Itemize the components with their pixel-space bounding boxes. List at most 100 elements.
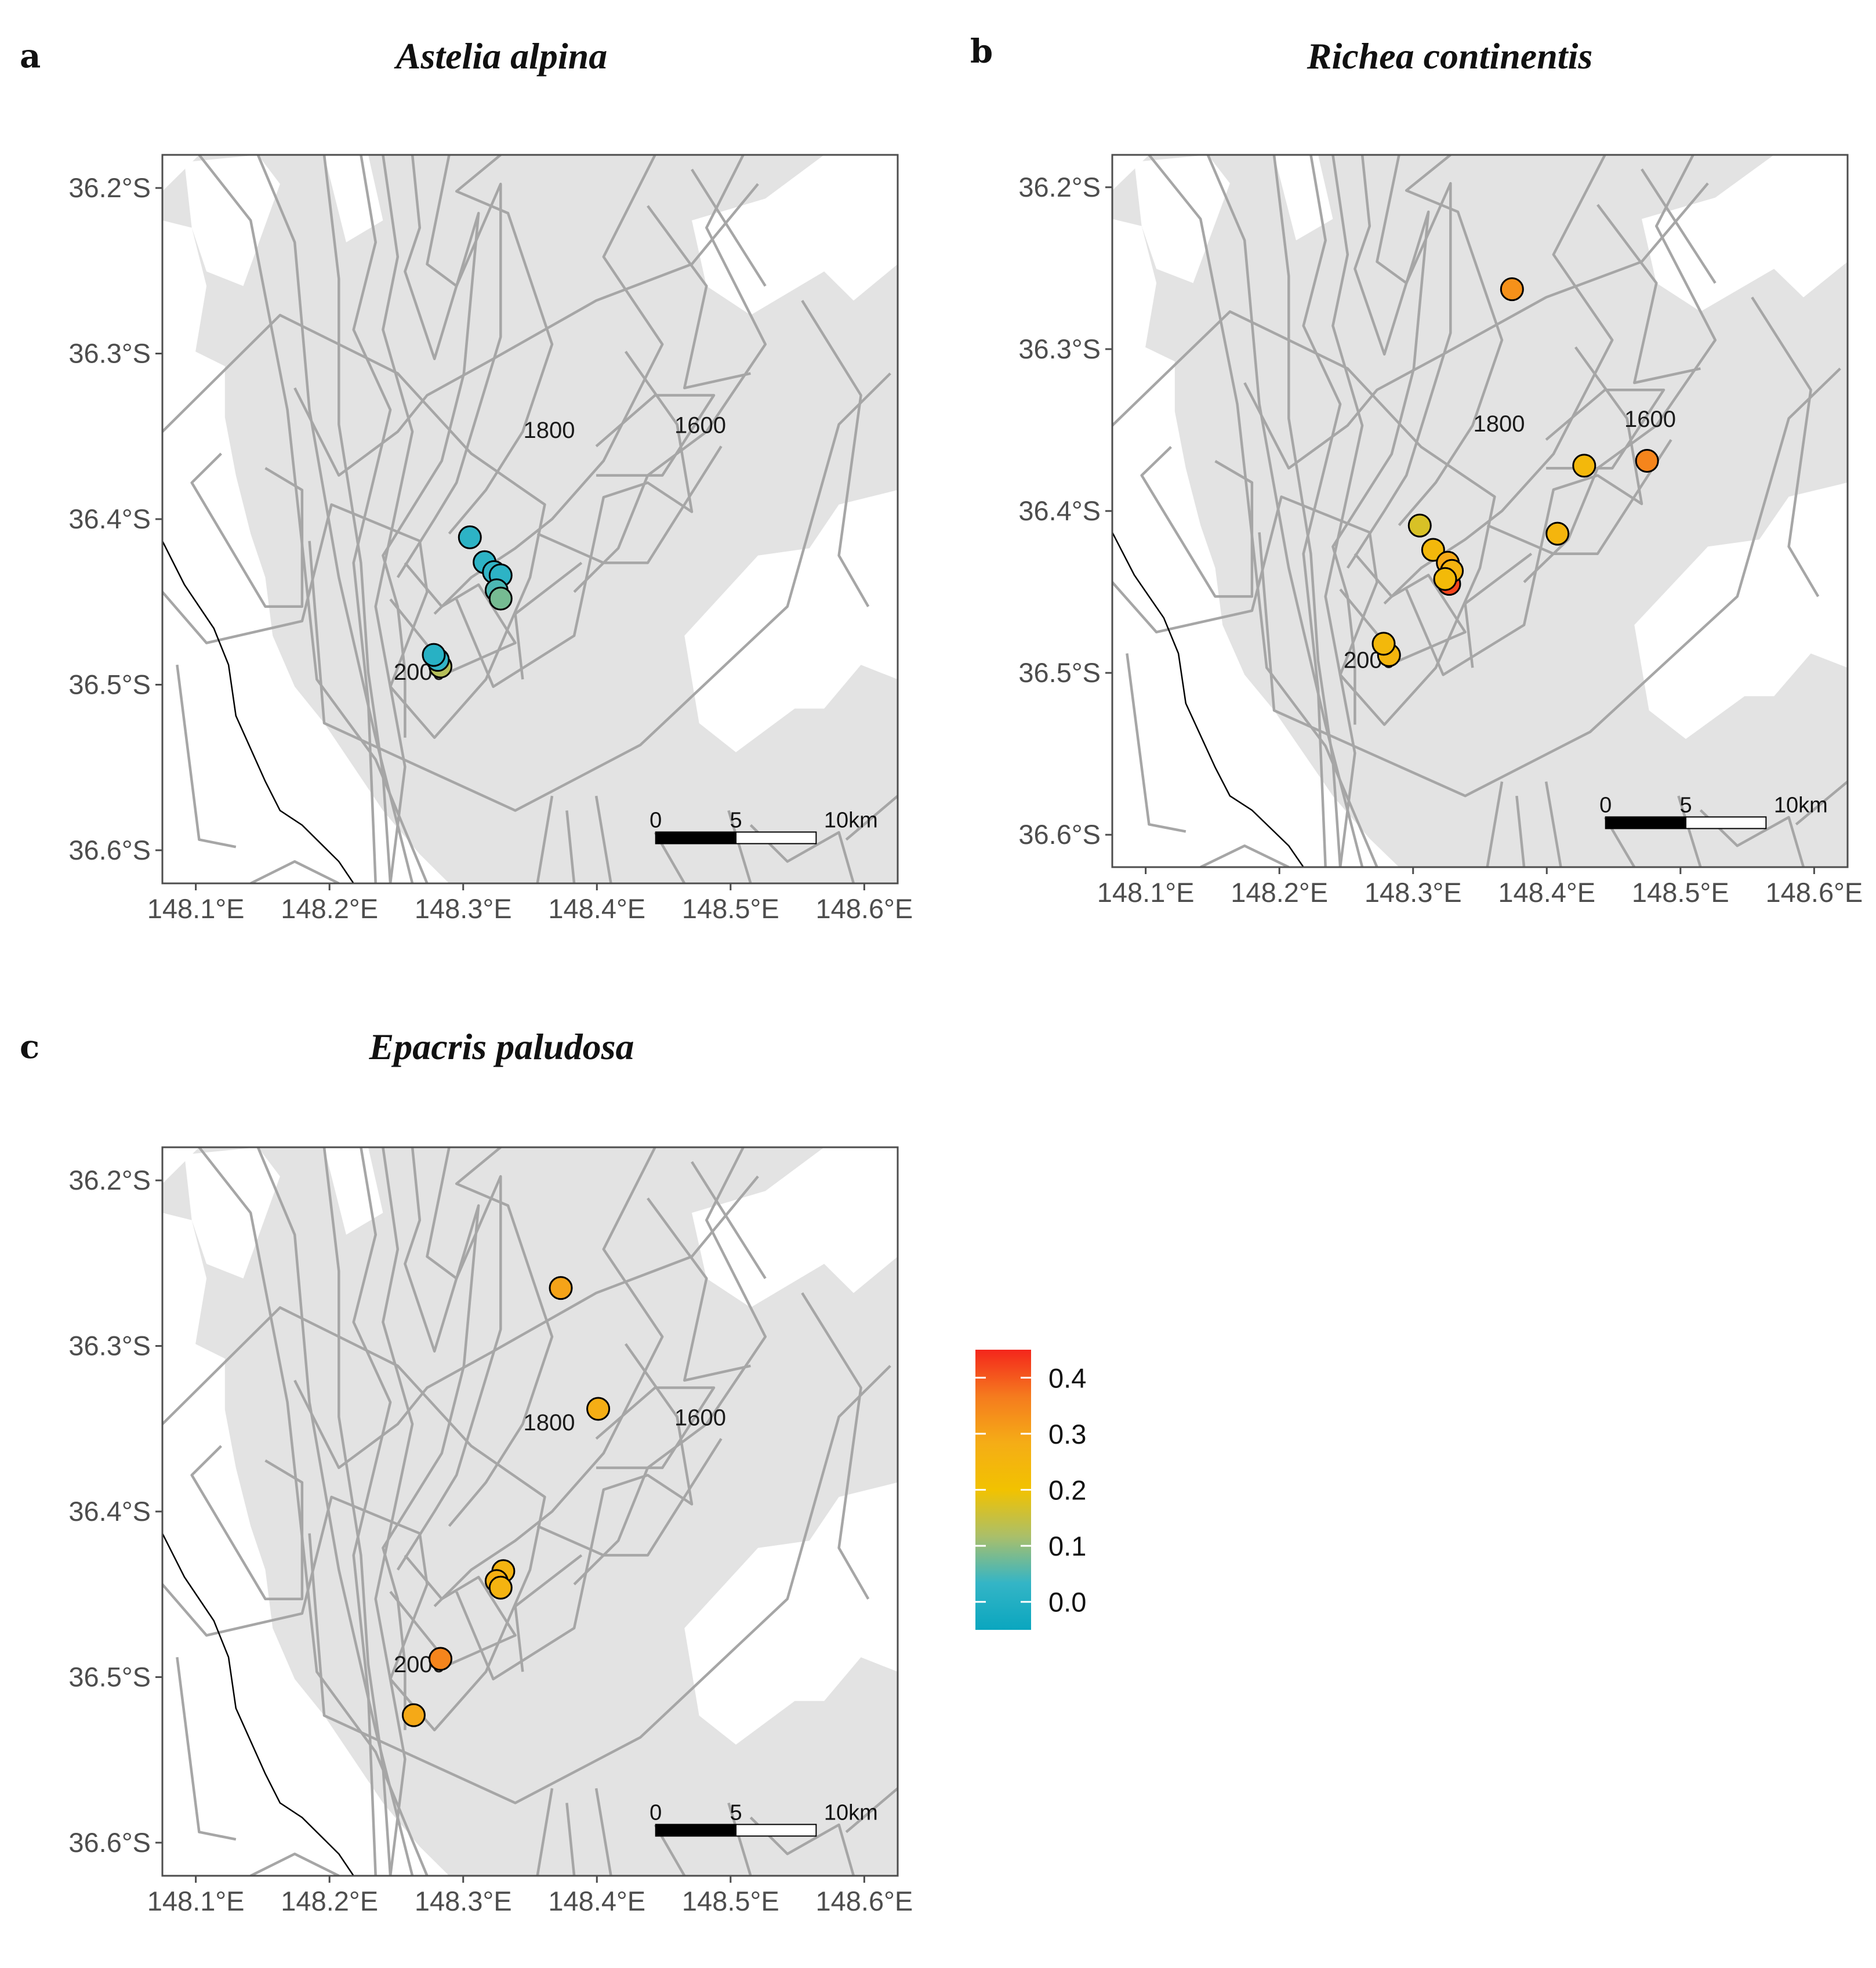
contour-line (1331, 155, 1430, 725)
map-layers (162, 155, 898, 883)
contour-label: 1800 (523, 418, 575, 443)
sample-point (422, 643, 446, 667)
contour-line (455, 350, 694, 688)
contour-line (801, 300, 870, 607)
contour-line (1544, 781, 1562, 867)
scalebar-label: 0 (1599, 793, 1612, 817)
contour-label: 1600 (674, 1405, 726, 1431)
contour-line (565, 810, 576, 883)
x-tick-label: 148.3°E (415, 893, 512, 924)
clearing-area (684, 1482, 898, 1745)
legend-tick-label: 0.4 (1048, 1362, 1086, 1393)
contour-line (448, 1147, 554, 1527)
y-tick-label: 36.6°S (68, 835, 151, 865)
sample-point (488, 586, 513, 611)
sample-point (429, 1647, 453, 1671)
contour-line (1405, 346, 1643, 676)
sample-point (1572, 454, 1596, 478)
legend-tick-label: 0.2 (1048, 1475, 1086, 1506)
contour-line (1486, 438, 1672, 555)
panel-b-letter: b (970, 32, 993, 71)
y-tick-label: 36.5°S (68, 669, 151, 700)
y-tick-label: 36.4°S (68, 503, 151, 534)
contour-line (1302, 155, 1342, 867)
sample-point (1500, 277, 1524, 302)
clearing-area (1634, 482, 1848, 739)
x-tick-label: 148.5°E (1632, 877, 1729, 908)
contour-line (595, 394, 716, 477)
outside-area (1112, 219, 1399, 867)
contour-line (176, 664, 237, 849)
contour-line (250, 860, 340, 883)
y-tick-label: 36.5°S (68, 1661, 151, 1692)
legend-tick-label: 0.3 (1048, 1419, 1086, 1449)
panel-c-title: Epacris paludosa (369, 1026, 634, 1067)
x-tick-label: 148.2°E (281, 893, 378, 924)
clearing-area (1112, 155, 1149, 191)
clearing-area (162, 606, 273, 883)
contour-line (1200, 844, 1290, 867)
scalebar-label: 5 (730, 809, 742, 833)
clearing-area (324, 1147, 383, 1235)
sample-point (1635, 448, 1659, 473)
contour-line (536, 445, 723, 564)
x-tick-label: 148.4°E (548, 893, 645, 924)
contour-line (536, 795, 554, 883)
scalebar-label: 10km (1774, 793, 1828, 817)
contour-line (647, 1197, 751, 1382)
contour-line (647, 205, 751, 390)
clearing-area (692, 155, 898, 316)
contour-line (1383, 155, 1614, 605)
map-layers (162, 1147, 898, 1876)
sample-point (458, 525, 482, 549)
contour-line (1258, 367, 1841, 798)
contour-line (1523, 155, 1717, 583)
scalebar-label: 10km (824, 809, 878, 833)
x-tick-label: 148.6°E (815, 893, 913, 924)
contour-line (1795, 780, 1848, 826)
contour-line (448, 155, 554, 535)
contour-line (536, 1438, 723, 1557)
contour-line (433, 1147, 664, 1607)
sample-point (1545, 521, 1570, 546)
contour-line (1464, 552, 1533, 668)
scalebar-white-segment (735, 1824, 817, 1837)
x-tick-label: 148.3°E (1365, 877, 1462, 908)
x-tick-label: 148.6°E (815, 1886, 913, 1916)
sample-point (1371, 632, 1396, 656)
y-tick-label: 36.2°S (68, 1165, 151, 1195)
contour-line (322, 1147, 392, 1876)
contour-line (382, 155, 480, 738)
color-legend: 0.4 0.3 0.2 0.1 0.0 (975, 1350, 1086, 1630)
y-tick-label: 36.2°S (1018, 172, 1101, 202)
sample-point (488, 1575, 513, 1600)
contour-line (382, 1147, 480, 1730)
contour-line (1398, 155, 1504, 527)
map-layers (1112, 155, 1848, 867)
contour-line (176, 1657, 237, 1841)
y-tick-label: 36.4°S (1018, 495, 1101, 526)
state-border-line (1112, 532, 1304, 867)
scalebar-label: 0 (649, 809, 662, 833)
contour-line (396, 155, 502, 578)
contour-line (1346, 155, 1452, 569)
contour-line (1243, 182, 1709, 470)
scalebar-label: 5 (1679, 793, 1692, 817)
y-tick-label: 36.3°S (68, 338, 151, 369)
x-tick-label: 148.2°E (281, 1886, 378, 1916)
x-tick-label: 148.5°E (682, 1886, 779, 1916)
sample-point (1433, 567, 1457, 591)
scalebar-label: 10km (824, 1801, 878, 1825)
contour-line (455, 1343, 694, 1681)
clearing-area (324, 155, 383, 242)
contour-line (536, 1788, 554, 1876)
y-tick-label: 36.2°S (68, 172, 151, 203)
contour-line (594, 1788, 612, 1876)
clearing-area (684, 490, 898, 752)
contour-line (293, 1175, 759, 1469)
state-border-line (162, 541, 354, 883)
legend-tick-label: 0.0 (1048, 1587, 1086, 1618)
sample-point (401, 1703, 426, 1727)
contour-line (691, 1161, 767, 1280)
